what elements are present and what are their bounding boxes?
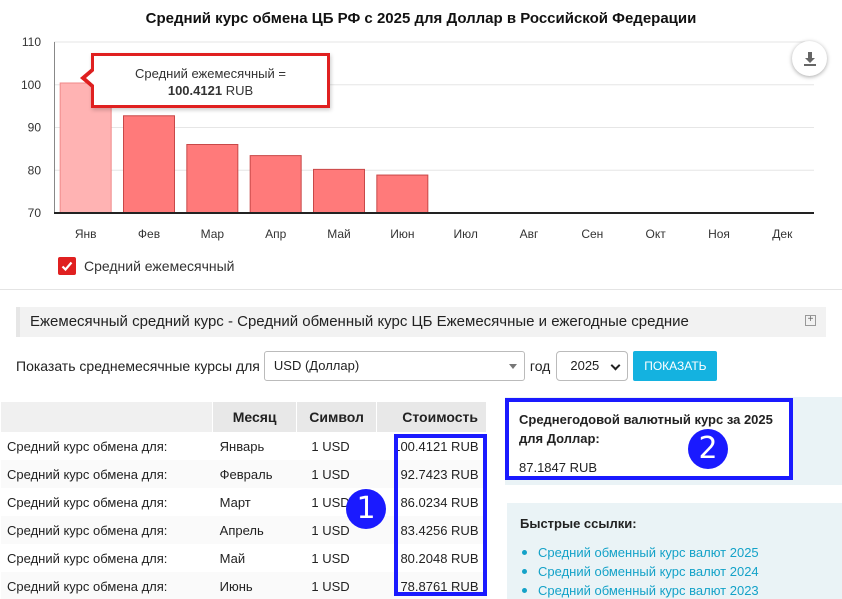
bar-Май[interactable]: [313, 168, 365, 214]
chevron-down-icon: [610, 360, 621, 371]
row-month: Апрель: [212, 516, 297, 544]
quick-link-label[interactable]: Средний обменный курс валют 2025: [538, 545, 759, 560]
x-tick-label: Июл: [453, 227, 477, 241]
year-label: год: [529, 358, 551, 374]
section-title: Ежемесячный средний курс - Средний обмен…: [30, 313, 689, 330]
quick-links-panel: Быстрые ссылки: Средний обменный курс ва…: [507, 503, 842, 599]
filter-label: Показать среднемесячные курсы для: [16, 358, 260, 374]
chart-title: Средний курс обмена ЦБ РФ с 2025 для Дол…: [145, 10, 697, 27]
row-desc: Средний курс обмена для:: [1, 432, 213, 460]
dropdown-arrow-icon: [508, 364, 517, 369]
annual-value: 87.1847 RUB: [519, 460, 598, 475]
x-tick-label: Ноя: [708, 227, 730, 241]
x-tick-label: Май: [327, 227, 351, 241]
download-button[interactable]: [792, 41, 827, 76]
annotation-badge-1: 1: [346, 489, 386, 529]
tooltip-value: 100.4121: [167, 83, 223, 98]
row-symbol: 1 USD: [296, 432, 377, 460]
y-tick-label: 90: [28, 121, 42, 135]
row-symbol: 1 USD: [296, 460, 377, 488]
header-month: Месяц: [212, 402, 298, 432]
year-select[interactable]: 2025: [556, 351, 629, 381]
quick-link[interactable]: Средний обменный курс валют 2023: [522, 581, 759, 599]
annotation-box-values: [394, 434, 487, 596]
bullet-icon: [522, 588, 527, 593]
row-symbol: 1 USD: [296, 572, 377, 599]
header-desc: [1, 402, 214, 432]
check-icon[interactable]: [58, 257, 76, 275]
x-tick-label: Сен: [581, 227, 603, 241]
annual-title: Среднегодовой валютный курс за 2025 для …: [519, 412, 773, 446]
row-desc: Средний курс обмена для:: [1, 460, 213, 488]
bar-Мар[interactable]: [186, 143, 239, 214]
row-month: Июнь: [212, 572, 297, 599]
table-row: Средний курс обмена для: Май 1 USD 80.20…: [1, 544, 487, 572]
currency-value: USD (Доллар): [273, 358, 360, 373]
show-button[interactable]: ПОКАЗАТЬ: [633, 351, 718, 381]
annual-box: Среднегодовой валютный курс за 2025 для …: [505, 398, 793, 480]
table-row: Средний курс обмена для: Март 1 USD 86.0…: [1, 488, 487, 516]
y-tick-label: 70: [28, 206, 42, 220]
quick-links-list: Средний обменный курс валют 2025 Средний…: [522, 543, 759, 599]
x-tick-label: Мар: [201, 227, 225, 241]
x-tick-label: Авг: [520, 227, 539, 241]
x-tick-label: Окт: [646, 227, 667, 241]
chart-tooltip: Средний ежемесячный = 100.4121 RUB: [91, 53, 330, 108]
table-row: Средний курс обмена для: Июнь 1 USD 78.8…: [1, 572, 487, 599]
bar-Апр[interactable]: [249, 155, 302, 214]
quick-link-label[interactable]: Средний обменный курс валют 2024: [538, 564, 759, 579]
x-tick-label: Янв: [75, 227, 97, 241]
x-tick-label: Фев: [138, 227, 160, 241]
header-value: Стоимость: [376, 402, 487, 432]
bar-Июн[interactable]: [376, 174, 429, 214]
row-month: Март: [212, 488, 297, 516]
legend-label: Средний ежемесячный: [84, 258, 235, 274]
row-desc: Средний курс обмена для:: [1, 544, 213, 572]
filter-row: Показать среднемесячные курсы для USD (Д…: [16, 351, 718, 381]
y-tick-label: 100: [21, 78, 41, 92]
tooltip-pointer-inner: [86, 71, 94, 85]
bar-chart: 70 80 90 100 110 Янв Фев Мар Апр Май Июн Июл Авг Сен О…: [21, 35, 814, 241]
chart-card: Средний курс обмена ЦБ РФ с 2025 для Дол…: [0, 0, 842, 290]
row-desc: Средний курс обмена для:: [1, 488, 213, 516]
quick-links-title: Быстрые ссылки:: [520, 516, 637, 531]
quick-link[interactable]: Средний обменный курс валют 2024: [522, 562, 759, 581]
x-tick-label: Апр: [265, 227, 287, 241]
row-desc: Средний курс обмена для:: [1, 572, 213, 599]
currency-select[interactable]: USD (Доллар): [263, 351, 525, 381]
y-tick-label: 110: [22, 35, 41, 49]
year-value: 2025: [570, 358, 600, 373]
annotation-badge-2: 2: [688, 429, 728, 469]
row-symbol: 1 USD: [296, 516, 377, 544]
bullet-icon: [522, 569, 527, 574]
y-tick-label: 80: [28, 163, 42, 177]
rates-table: Месяц Символ Стоимость Средний курс обме…: [1, 402, 487, 599]
table-row: Средний курс обмена для: Апрель 1 USD 83…: [1, 516, 487, 544]
row-desc: Средний курс обмена для:: [1, 516, 213, 544]
header-symbol: Символ: [296, 402, 378, 432]
row-symbol: 1 USD: [296, 544, 377, 572]
section-header: Ежемесячный средний курс - Средний обмен…: [16, 307, 826, 337]
x-tick-label: Дек: [772, 227, 793, 241]
row-month: Январь: [212, 432, 297, 460]
bullet-icon: [522, 550, 527, 555]
expand-icon[interactable]: +: [805, 315, 816, 326]
row-month: Февраль: [212, 460, 297, 488]
table-header-row: Месяц Символ Стоимость: [1, 402, 487, 432]
download-icon: [803, 51, 816, 66]
tooltip-label: Средний ежемесячный =: [135, 66, 286, 81]
quick-link-label[interactable]: Средний обменный курс валют 2023: [538, 583, 759, 598]
chart-legend[interactable]: Средний ежемесячный: [58, 257, 235, 275]
quick-link[interactable]: Средний обменный курс валют 2025: [522, 543, 759, 562]
tooltip-unit: RUB: [225, 83, 254, 98]
bar-Фев[interactable]: [123, 115, 175, 214]
row-month: Май: [212, 544, 297, 572]
x-tick-label: Июн: [390, 227, 414, 241]
